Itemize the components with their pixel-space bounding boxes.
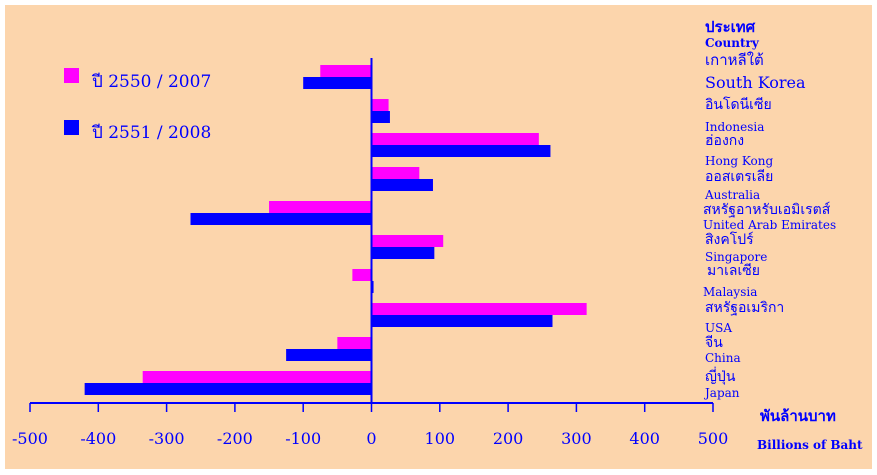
bar-singapore-2007 [371,235,444,247]
category-label-thai: ฮ่องกง [705,133,745,149]
bar-japan-2008 [84,383,372,395]
category-label-english: Singapore [705,250,768,264]
category-label-english: Australia [705,188,761,202]
category-label-english: USA [705,321,732,335]
bar-china-2007 [337,337,372,349]
category-label-thai: สหรัฐอเมริกา [705,300,785,316]
bar-usa-2008 [371,315,553,327]
category-label-thai: ญี่ปุ่น [705,369,736,385]
bar-malaysia-2008 [371,281,374,293]
x-tick-label: 500 [697,429,729,448]
legend-label-2007: ปี 2550 / 2007 [92,72,212,92]
bar-malaysia-2007 [352,269,372,281]
category-label-thai: จีน [705,335,723,351]
country-header-english: Country [705,36,759,50]
x-tick-label: -200 [216,429,253,448]
category-label-english: United Arab Emirates [703,218,837,232]
bar-usa-2007 [371,303,587,315]
legend-swatch-2008 [64,120,79,135]
country-header-thai: ประเทศ [705,18,756,36]
bar-hong-kong-2008 [371,145,551,157]
category-label-english: South Korea [705,73,806,92]
category-label-thai: สหรัฐอาหรับเอมิเรตส์ [703,202,831,218]
x-axis-label-thai: พันล้านบาท [760,407,836,425]
bar-south-korea-2007 [320,65,372,77]
legend-swatch-2007 [64,68,79,83]
legend-label-2008: ปี 2551 / 2008 [92,123,212,143]
category-label-english: Japan [705,386,740,400]
x-tick-label: 0 [366,429,377,448]
category-label-thai: เกาหลีใต้ [705,51,764,69]
x-axis-label-english: Billions of Baht [757,438,863,452]
x-tick-label: -500 [12,429,48,448]
bar-japan-2007 [142,371,372,383]
x-tick-label: 100 [424,429,456,448]
category-label-english: China [705,351,741,365]
category-label-thai: อินโดนีเซีย [705,97,772,113]
bar-singapore-2008 [371,247,435,259]
x-tick-label: 300 [561,429,592,448]
x-tick-label: -400 [80,429,117,448]
bar-hong-kong-2007 [371,133,539,145]
category-label-thai: สิงคโปร์ [705,232,754,248]
category-label-thai: มาเลเซีย [707,263,760,279]
x-tick-label: -300 [148,429,185,448]
category-label-english: Indonesia [705,120,765,134]
bar-australia-2008 [371,179,433,191]
bar-indonesia-2008 [371,111,390,123]
category-label-english: Malaysia [703,285,758,299]
category-label-thai: ออสเตรเลีย [705,169,774,185]
category-label-english: Hong Kong [705,154,774,168]
x-tick-label: -100 [285,429,322,448]
bar-united-arab-emirates-2008 [190,213,372,225]
bar-south-korea-2008 [303,77,372,89]
x-tick-label: 400 [629,429,660,448]
bar-indonesia-2007 [371,99,389,111]
bar-australia-2007 [371,167,420,179]
x-tick-label: 200 [492,429,524,448]
bar-china-2008 [286,349,372,361]
bar-united-arab-emirates-2007 [269,201,372,213]
